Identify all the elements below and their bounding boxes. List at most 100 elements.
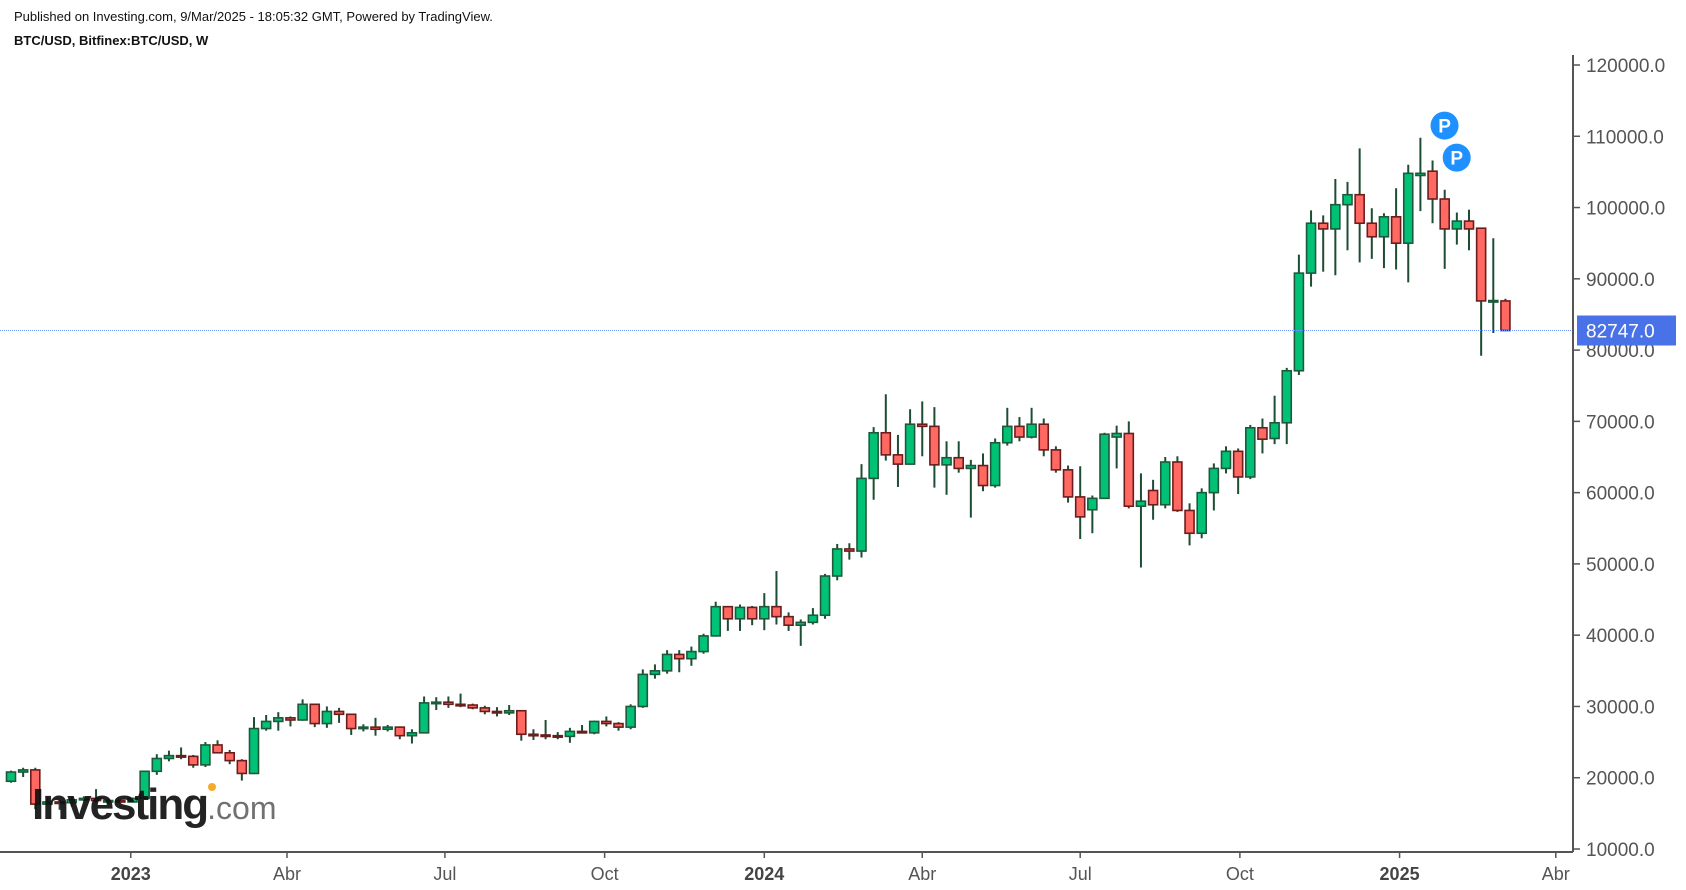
candle	[1159, 457, 1171, 509]
candle-body-down	[880, 431, 892, 456]
logo-text: Investing	[32, 780, 209, 829]
candle	[430, 697, 442, 711]
candle-body-up	[1451, 220, 1463, 230]
candle	[127, 797, 138, 803]
time-tick-label: 2024	[744, 864, 784, 884]
candles-layer	[5, 137, 1511, 810]
candle-body-up	[503, 709, 515, 714]
time-tick-label: Abr	[273, 864, 301, 884]
candle-body-down	[187, 755, 199, 766]
p-marker[interactable]: P	[1442, 143, 1471, 172]
candle	[1415, 137, 1426, 212]
candle-body-up	[698, 635, 709, 653]
candle	[929, 407, 940, 488]
candle	[1475, 227, 1487, 356]
candle-body-up	[1488, 299, 1499, 303]
candle	[601, 716, 612, 727]
candle-body-down	[54, 801, 65, 805]
candle	[382, 724, 393, 732]
candle	[175, 747, 187, 760]
candle-body-up	[1305, 222, 1317, 274]
candle	[953, 441, 965, 473]
candle	[552, 732, 564, 740]
price-tick-label: 20000.0	[1586, 769, 1655, 790]
candle-body-up	[795, 621, 807, 627]
candle	[1330, 179, 1341, 276]
candle-body-up	[1342, 193, 1353, 206]
candle-body-up	[418, 702, 430, 734]
candle	[892, 434, 904, 487]
candle-body-down	[333, 710, 345, 716]
candle-body-down	[1390, 216, 1402, 244]
candle-body-up	[1293, 272, 1305, 372]
candle	[1427, 160, 1438, 224]
candle	[1463, 209, 1475, 251]
candle	[649, 664, 661, 679]
candle	[1305, 210, 1317, 287]
candle	[1378, 213, 1390, 269]
candle	[1123, 421, 1135, 509]
candle-body-down	[1147, 489, 1159, 506]
candle-body-up	[758, 605, 770, 620]
candle	[309, 703, 321, 728]
candle-body-up	[1087, 497, 1098, 511]
candle-body-down	[370, 726, 381, 731]
price-axis[interactable]: 10000.0 20000.0 30000.0 40000.0 50000.0 60000…	[1572, 55, 1665, 861]
candle	[102, 799, 114, 805]
candle	[588, 720, 600, 735]
time-tick-label: 2025	[1380, 864, 1420, 884]
candle-body-down	[673, 653, 685, 660]
candle-body-up	[163, 754, 175, 760]
p-marker[interactable]: P	[1430, 111, 1459, 140]
candle-body-down	[892, 454, 904, 465]
candle	[139, 770, 150, 800]
candle-body-up	[941, 456, 952, 466]
candle-body-down	[90, 797, 102, 802]
candle	[540, 719, 551, 740]
candle	[965, 459, 977, 518]
candle-body-up	[42, 801, 53, 805]
candle-body-up	[637, 673, 649, 708]
candle-body-down	[528, 733, 539, 737]
candle-body-down	[746, 606, 758, 620]
price-tick-label: 120000.0	[1586, 56, 1665, 77]
price-tick-label: 30000.0	[1586, 697, 1655, 718]
candle	[345, 713, 357, 735]
candle	[260, 715, 272, 731]
last-price-tag-box	[1577, 315, 1676, 346]
candle	[5, 770, 17, 783]
candle-body-up	[819, 575, 831, 617]
markers-layer: PP	[1430, 111, 1471, 172]
candle	[370, 717, 381, 736]
candle-body-up	[965, 464, 977, 470]
candle	[1281, 367, 1293, 445]
candle-body-down	[224, 751, 235, 762]
candle	[248, 717, 260, 775]
candle-body-up	[1415, 172, 1426, 177]
candle-body-down	[1354, 193, 1365, 225]
candle	[1232, 448, 1244, 495]
candle-body-up	[102, 799, 114, 803]
candle	[576, 724, 588, 734]
candle-body-up	[1220, 450, 1232, 470]
last-price-tag-label: 82747.0	[1586, 322, 1655, 343]
time-axis[interactable]: 2023 Abr Jul Oct 2024 Abr Jul Oct 2025 Abr	[0, 851, 1573, 884]
candle-body-down	[212, 744, 223, 754]
time-tick-label: Abr	[908, 864, 936, 884]
candle	[916, 401, 928, 457]
candle-body-up	[831, 548, 843, 577]
candle-body-down	[613, 722, 624, 728]
candle-body-up	[5, 771, 17, 783]
candle	[710, 601, 722, 637]
candle	[187, 754, 199, 768]
candle	[151, 754, 163, 775]
candle-body-down	[491, 710, 503, 714]
candle	[977, 453, 989, 492]
candle	[1293, 254, 1305, 376]
candle-body-down	[1050, 449, 1062, 471]
candle	[297, 699, 308, 721]
time-tick-label: Jul	[1069, 864, 1092, 884]
candle-body-up	[297, 703, 308, 721]
candle-body-down	[1184, 509, 1195, 535]
